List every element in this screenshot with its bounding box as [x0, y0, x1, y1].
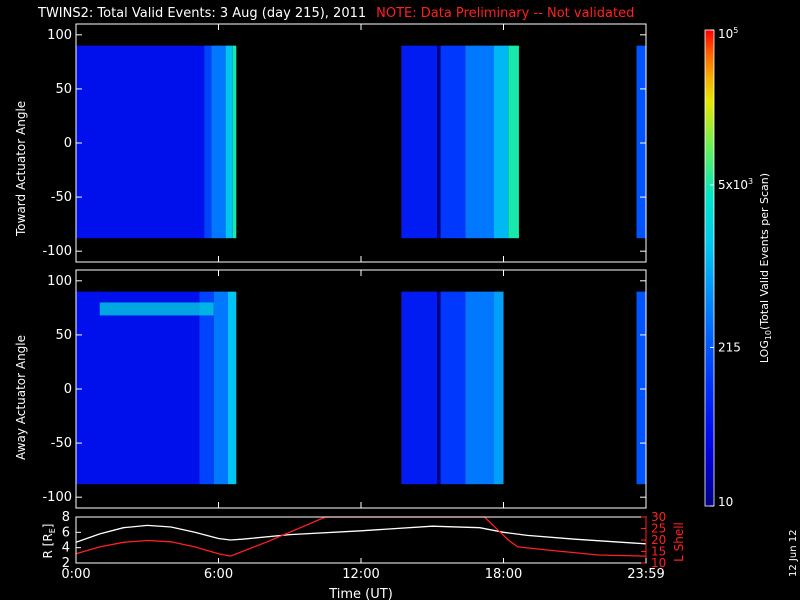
- orbit-left-ylabel: R [RE]: [41, 524, 57, 559]
- bottom-ytick-label: 50: [55, 328, 72, 343]
- top-segment-2: [211, 45, 226, 239]
- bottom-segment-1: [199, 291, 214, 485]
- bottom-segment-4: [401, 291, 437, 485]
- bottom-panel-ylabel: Away Actuator Angle: [14, 334, 28, 460]
- top-ytick-label: 50: [55, 82, 72, 97]
- top-segment-5: [401, 45, 437, 239]
- top-ytick-label: -100: [42, 244, 72, 259]
- colorbar: 10 215 5x103 105 LOG10(Total Valid Events pe…: [704, 26, 773, 509]
- top-segment-7: [440, 45, 466, 239]
- colorbar-tick-label: 5x103: [718, 177, 753, 192]
- top-segment-0: [76, 45, 205, 239]
- top-segment-6: [437, 45, 441, 239]
- x-tick-label: 23:59: [627, 567, 664, 582]
- top-segment-4: [232, 45, 237, 239]
- orbit-right-ylabel: L Shell: [672, 522, 686, 562]
- orbit-frame: [75, 516, 647, 564]
- top-segment-10: [508, 45, 519, 239]
- orbit-left-tick-label: 8: [62, 510, 70, 525]
- orbit-series-lshell-line: [75, 516, 646, 557]
- top-segment-8: [465, 45, 494, 239]
- bottom-segment-9: [636, 291, 646, 485]
- colorbar-label: LOG10(Total Valid Events per Scan): [758, 173, 773, 363]
- bottom-ytick-label: 0: [64, 382, 72, 397]
- heatmap-away: [76, 291, 646, 485]
- colorbar-tick-label: 215: [718, 340, 741, 354]
- orbit-left-tick-label: 4: [62, 541, 70, 556]
- orbit-left-tick-label: 6: [62, 525, 70, 540]
- colorbar-gradient: [704, 29, 715, 507]
- x-tick-label: 12:00: [342, 567, 379, 582]
- orbit-series-r-line: [75, 524, 646, 545]
- orbit-right-tick-label: 20: [651, 533, 666, 547]
- orbit-panel: [75, 516, 646, 557]
- date-stamp: 12 Jun 12: [788, 529, 799, 577]
- orbit-right-tick-label: 15: [651, 545, 666, 559]
- top-segment-11: [636, 45, 646, 239]
- x-tick-label: 18:00: [485, 567, 522, 582]
- chart-title-main: TWINS2: Total Valid Events: 3 Aug (day 2…: [38, 6, 367, 21]
- orbit-right-tick-label: 25: [651, 522, 666, 536]
- bottom-ytick-label: -100: [42, 490, 72, 505]
- chart-title: TWINS2: Total Valid Events: 3 Aug (day 2…: [38, 6, 634, 21]
- bottom-segment-7: [465, 291, 494, 485]
- orbit-right-tick-label: 30: [651, 510, 666, 524]
- colorbar-tick-label: 10: [718, 495, 733, 509]
- top-panel-ylabel: Toward Actuator Angle: [14, 100, 28, 236]
- bottom-highlight-band: [99, 302, 214, 316]
- top-segment-3: [225, 45, 233, 239]
- bottom-segment-5: [437, 291, 441, 485]
- top-segment-9: [494, 45, 509, 239]
- bottom-ytick-label: -50: [51, 436, 72, 451]
- bottom-ytick-label: 100: [47, 274, 72, 289]
- bottom-segment-0: [76, 291, 200, 485]
- top-ytick-label: 100: [47, 28, 72, 43]
- x-tick-label: 6:00: [204, 567, 233, 582]
- orbit-right-tick-label: 10: [651, 556, 666, 570]
- colorbar-tick-label: 105: [718, 26, 738, 41]
- bottom-segment-3: [228, 291, 237, 485]
- bottom-segment-8: [494, 291, 504, 485]
- chart-title-note: NOTE: Data Preliminary -- Not validated: [376, 6, 635, 21]
- orbit-left-tick-label: 2: [62, 556, 70, 571]
- top-ytick-label: -50: [51, 190, 72, 205]
- x-tick-label: 0:00: [61, 567, 90, 582]
- bottom-segment-6: [440, 291, 466, 485]
- x-axis-label: Time (UT): [328, 587, 393, 600]
- top-segment-1: [204, 45, 212, 239]
- heatmap-toward: [76, 45, 646, 239]
- bottom-segment-2: [213, 291, 228, 485]
- top-ytick-label: 0: [64, 136, 72, 151]
